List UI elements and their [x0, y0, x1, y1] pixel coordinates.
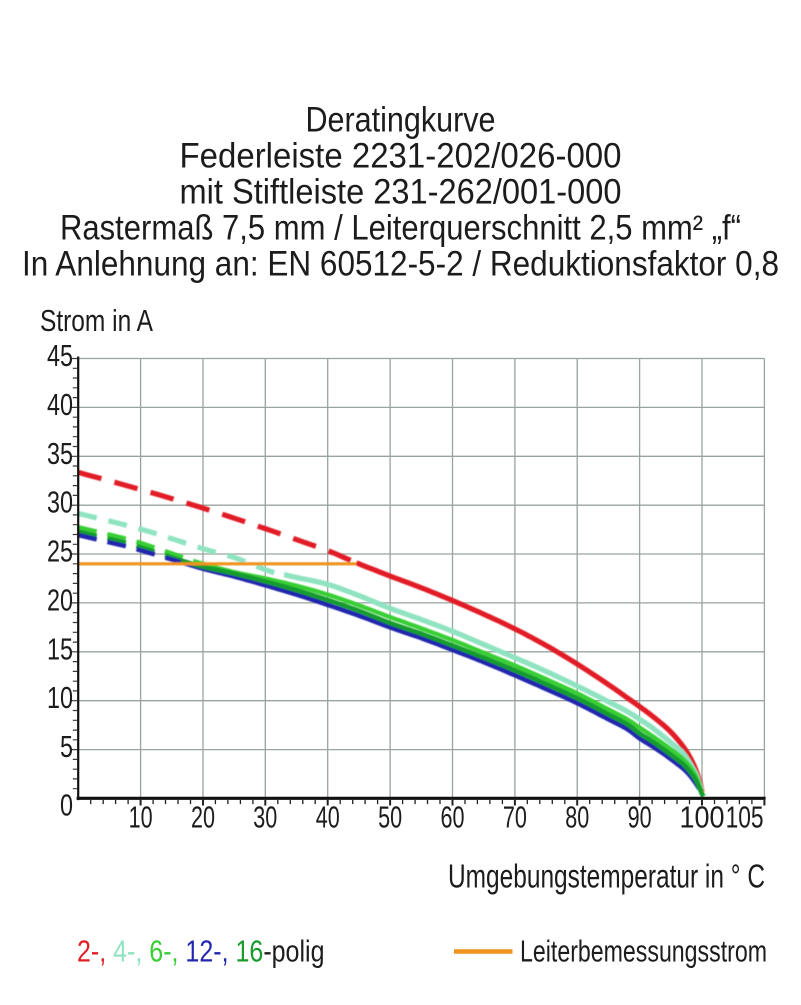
- svg-text:In Anlehnung an: EN 60512-5-2: In Anlehnung an: EN 60512-5-2 / Reduktio…: [22, 245, 779, 284]
- svg-text:70: 70: [503, 800, 527, 835]
- svg-text:5: 5: [60, 729, 73, 764]
- svg-text:15: 15: [47, 631, 73, 666]
- svg-text:Strom in A: Strom in A: [40, 303, 153, 338]
- svg-text:50: 50: [378, 800, 402, 835]
- svg-text:Deratingkurve: Deratingkurve: [306, 101, 496, 140]
- svg-text:20: 20: [191, 800, 215, 835]
- svg-text:10: 10: [129, 800, 153, 835]
- svg-text:45: 45: [47, 338, 73, 373]
- svg-text:90: 90: [628, 800, 652, 835]
- svg-text:Leiterbemessungsstrom: Leiterbemessungsstrom: [520, 934, 767, 969]
- svg-text:100: 100: [680, 800, 725, 835]
- svg-text:35: 35: [47, 436, 73, 471]
- svg-text:105: 105: [726, 800, 764, 835]
- svg-text:20: 20: [47, 582, 73, 617]
- svg-text:Federleiste 2231-202/026-000: Federleiste 2231-202/026-000: [180, 137, 622, 176]
- svg-text:40: 40: [47, 387, 73, 422]
- svg-text:40: 40: [316, 800, 340, 835]
- svg-text:25: 25: [47, 534, 73, 569]
- svg-text:2-, 4-, 6-, 12-, 16-polig: 2-, 4-, 6-, 12-, 16-polig: [77, 934, 325, 969]
- svg-text:0: 0: [60, 788, 73, 823]
- svg-text:60: 60: [441, 800, 465, 835]
- svg-text:mit Stiftleiste 231-262/001-00: mit Stiftleiste 231-262/001-000: [180, 173, 622, 212]
- svg-text:80: 80: [565, 800, 589, 835]
- svg-text:30: 30: [47, 485, 73, 520]
- svg-text:Rastermaß 7,5 mm / Leiterquers: Rastermaß 7,5 mm / Leiterquerschnitt 2,5…: [60, 209, 741, 248]
- svg-text:10: 10: [47, 680, 73, 715]
- svg-text:30: 30: [253, 800, 277, 835]
- svg-text:Umgebungstemperatur in ° C: Umgebungstemperatur in ° C: [448, 858, 765, 895]
